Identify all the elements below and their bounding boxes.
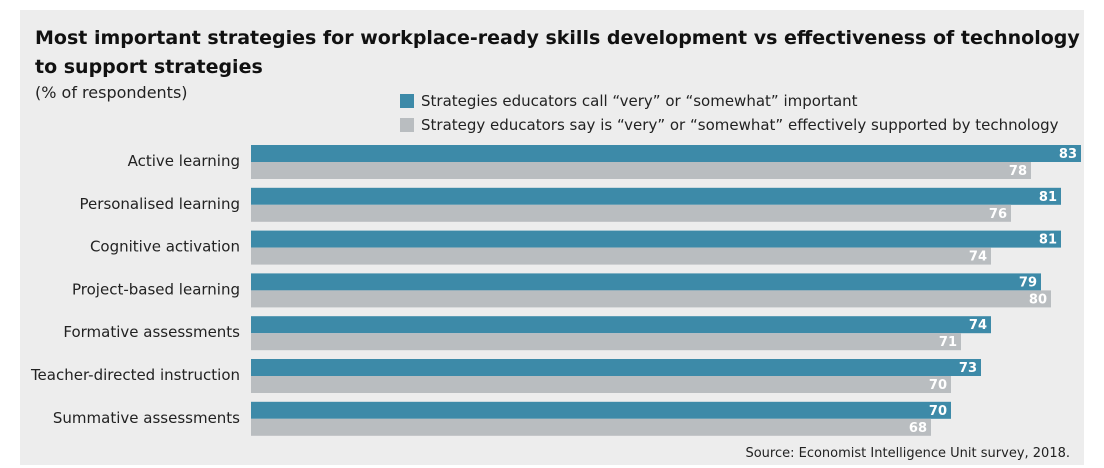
value-label-important-personalised-learning: 81: [1039, 190, 1057, 205]
value-label-tech-supported-active-learning: 78: [1009, 164, 1027, 179]
bar-tech-supported-project-based-learning: [251, 290, 1051, 307]
category-label-personalised-learning: Personalised learning: [80, 195, 240, 213]
bar-tech-supported-teacher-directed-instruction: [251, 376, 951, 393]
category-label-summative-assessments: Summative assessments: [53, 409, 240, 427]
value-label-important-project-based-learning: 79: [1019, 275, 1037, 290]
category-label-active-learning: Active learning: [128, 152, 240, 170]
value-label-important-formative-assessments: 74: [969, 318, 987, 333]
value-label-important-teacher-directed-instruction: 73: [959, 361, 977, 376]
bar-important-personalised-learning: [251, 188, 1061, 205]
value-label-tech-supported-cognitive-activation: 74: [969, 250, 987, 265]
value-label-important-summative-assessments: 70: [929, 404, 947, 419]
value-label-tech-supported-project-based-learning: 80: [1029, 292, 1047, 307]
category-label-formative-assessments: Formative assessments: [63, 323, 240, 341]
value-label-important-active-learning: 83: [1059, 147, 1077, 162]
value-label-tech-supported-summative-assessments: 68: [909, 421, 927, 436]
value-label-tech-supported-teacher-directed-instruction: 70: [929, 378, 947, 393]
bar-important-project-based-learning: [251, 273, 1041, 290]
bar-tech-supported-cognitive-activation: [251, 248, 991, 265]
bar-important-teacher-directed-instruction: [251, 359, 981, 376]
bar-important-cognitive-activation: [251, 231, 1061, 248]
bar-important-formative-assessments: [251, 316, 991, 333]
source-note: Source: Economist Intelligence Unit surv…: [745, 446, 1070, 461]
category-label-project-based-learning: Project-based learning: [72, 280, 240, 298]
bar-tech-supported-active-learning: [251, 162, 1031, 179]
bar-important-summative-assessments: [251, 402, 951, 419]
category-label-cognitive-activation: Cognitive activation: [90, 238, 240, 256]
category-label-teacher-directed-instruction: Teacher-directed instruction: [30, 366, 240, 384]
bar-tech-supported-personalised-learning: [251, 205, 1011, 222]
bar-tech-supported-summative-assessments: [251, 419, 931, 436]
bar-important-active-learning: [251, 145, 1081, 162]
value-label-tech-supported-personalised-learning: 76: [989, 207, 1007, 222]
value-label-tech-supported-formative-assessments: 71: [939, 335, 957, 350]
value-label-important-cognitive-activation: 81: [1039, 233, 1057, 248]
bar-tech-supported-formative-assessments: [251, 333, 961, 350]
